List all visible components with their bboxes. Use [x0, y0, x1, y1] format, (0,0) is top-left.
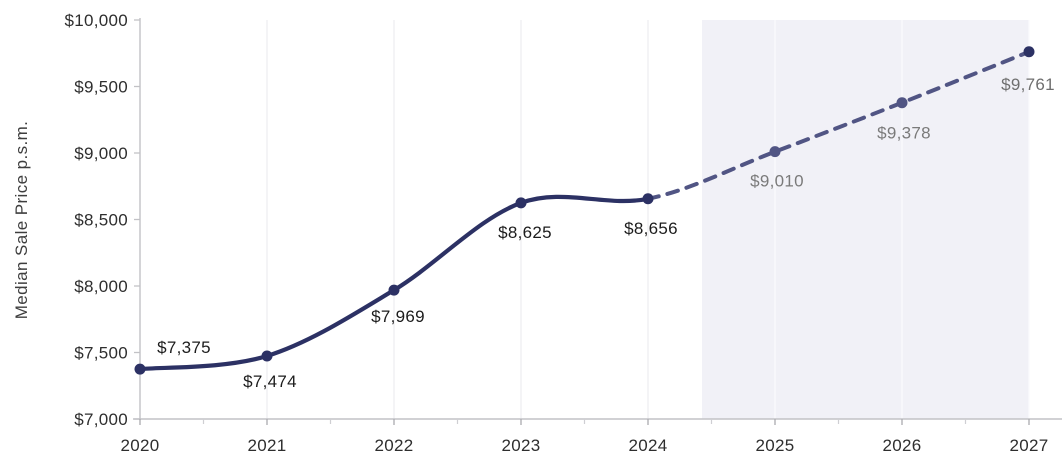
y-axis-label-7500: $7,500 — [74, 344, 128, 363]
data-label-2025: $9,010 — [750, 172, 804, 191]
y-axis-title: Median Sale Price p.s.m. — [12, 121, 31, 320]
data-point-2025 — [769, 146, 781, 158]
data-label-2020: $7,375 — [157, 338, 211, 357]
data-label-2027: $9,761 — [1001, 75, 1055, 94]
data-point-2026 — [896, 97, 908, 109]
x-axis-label-2026: 2026 — [882, 436, 921, 455]
y-axis-label-10000: $10,000 — [64, 11, 128, 30]
data-point-2020 — [134, 363, 146, 375]
data-point-2021 — [261, 350, 273, 362]
x-axis-label-2027: 2027 — [1009, 436, 1048, 455]
data-label-2022: $7,969 — [371, 307, 425, 326]
data-point-2027 — [1023, 46, 1035, 58]
x-axis-label-2025: 2025 — [755, 436, 794, 455]
y-axis-label-7000: $7,000 — [74, 410, 128, 429]
y-axis-label-8500: $8,500 — [74, 211, 128, 230]
y-axis-label-8000: $8,000 — [74, 277, 128, 296]
data-point-2023 — [515, 197, 527, 209]
x-axis-label-2024: 2024 — [628, 436, 667, 455]
data-point-2022 — [388, 284, 400, 296]
forecast-region-band — [701, 20, 1029, 419]
data-label-2024: $8,656 — [624, 219, 678, 238]
x-axis-label-2021: 2021 — [247, 436, 286, 455]
data-label-2023: $8,625 — [498, 223, 552, 242]
y-axis-label-9500: $9,500 — [74, 78, 128, 97]
x-axis-label-2023: 2023 — [501, 436, 540, 455]
y-axis-label-9000: $9,000 — [74, 144, 128, 163]
data-label-2026: $9,378 — [877, 124, 931, 143]
x-axis-label-2020: 2020 — [120, 436, 159, 455]
x-axis-label-2022: 2022 — [374, 436, 413, 455]
data-label-2021: $7,474 — [243, 372, 297, 391]
data-point-2024 — [642, 193, 654, 205]
forecast-line-series — [646, 49, 1031, 201]
